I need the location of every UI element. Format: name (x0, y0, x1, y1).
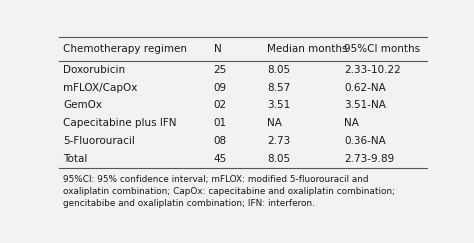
Text: 5-Fluorouracil: 5-Fluorouracil (63, 136, 135, 146)
Text: N: N (213, 44, 221, 54)
Text: mFLOX/CapOx: mFLOX/CapOx (63, 83, 137, 93)
Text: 0.36-NA: 0.36-NA (344, 136, 386, 146)
Text: 95%Cl: 95% confidence interval; mFLOX: modified 5-fluorouracil and
oxaliplatin c: 95%Cl: 95% confidence interval; mFLOX: m… (63, 175, 395, 208)
Text: 45: 45 (213, 154, 227, 164)
Text: 01: 01 (213, 118, 227, 128)
Text: GemOx: GemOx (63, 100, 102, 110)
Text: Chemotherapy regimen: Chemotherapy regimen (63, 44, 187, 54)
Text: 2.73-9.89: 2.73-9.89 (344, 154, 394, 164)
Text: 8.05: 8.05 (267, 65, 290, 75)
Text: 95%Cl months: 95%Cl months (344, 44, 420, 54)
Text: 8.05: 8.05 (267, 154, 290, 164)
Text: 2.73: 2.73 (267, 136, 290, 146)
Text: Total: Total (63, 154, 87, 164)
Text: 08: 08 (213, 136, 227, 146)
Text: NA: NA (267, 118, 282, 128)
Text: 02: 02 (213, 100, 227, 110)
Text: Median months: Median months (267, 44, 347, 54)
Text: 8.57: 8.57 (267, 83, 290, 93)
Text: 3.51: 3.51 (267, 100, 290, 110)
Text: Doxorubicin: Doxorubicin (63, 65, 125, 75)
Text: 09: 09 (213, 83, 227, 93)
Text: 25: 25 (213, 65, 227, 75)
Text: 3.51-NA: 3.51-NA (344, 100, 386, 110)
Text: 0.62-NA: 0.62-NA (344, 83, 386, 93)
Text: 2.33-10.22: 2.33-10.22 (344, 65, 401, 75)
Text: NA: NA (344, 118, 359, 128)
Text: Capecitabine plus IFN: Capecitabine plus IFN (63, 118, 176, 128)
